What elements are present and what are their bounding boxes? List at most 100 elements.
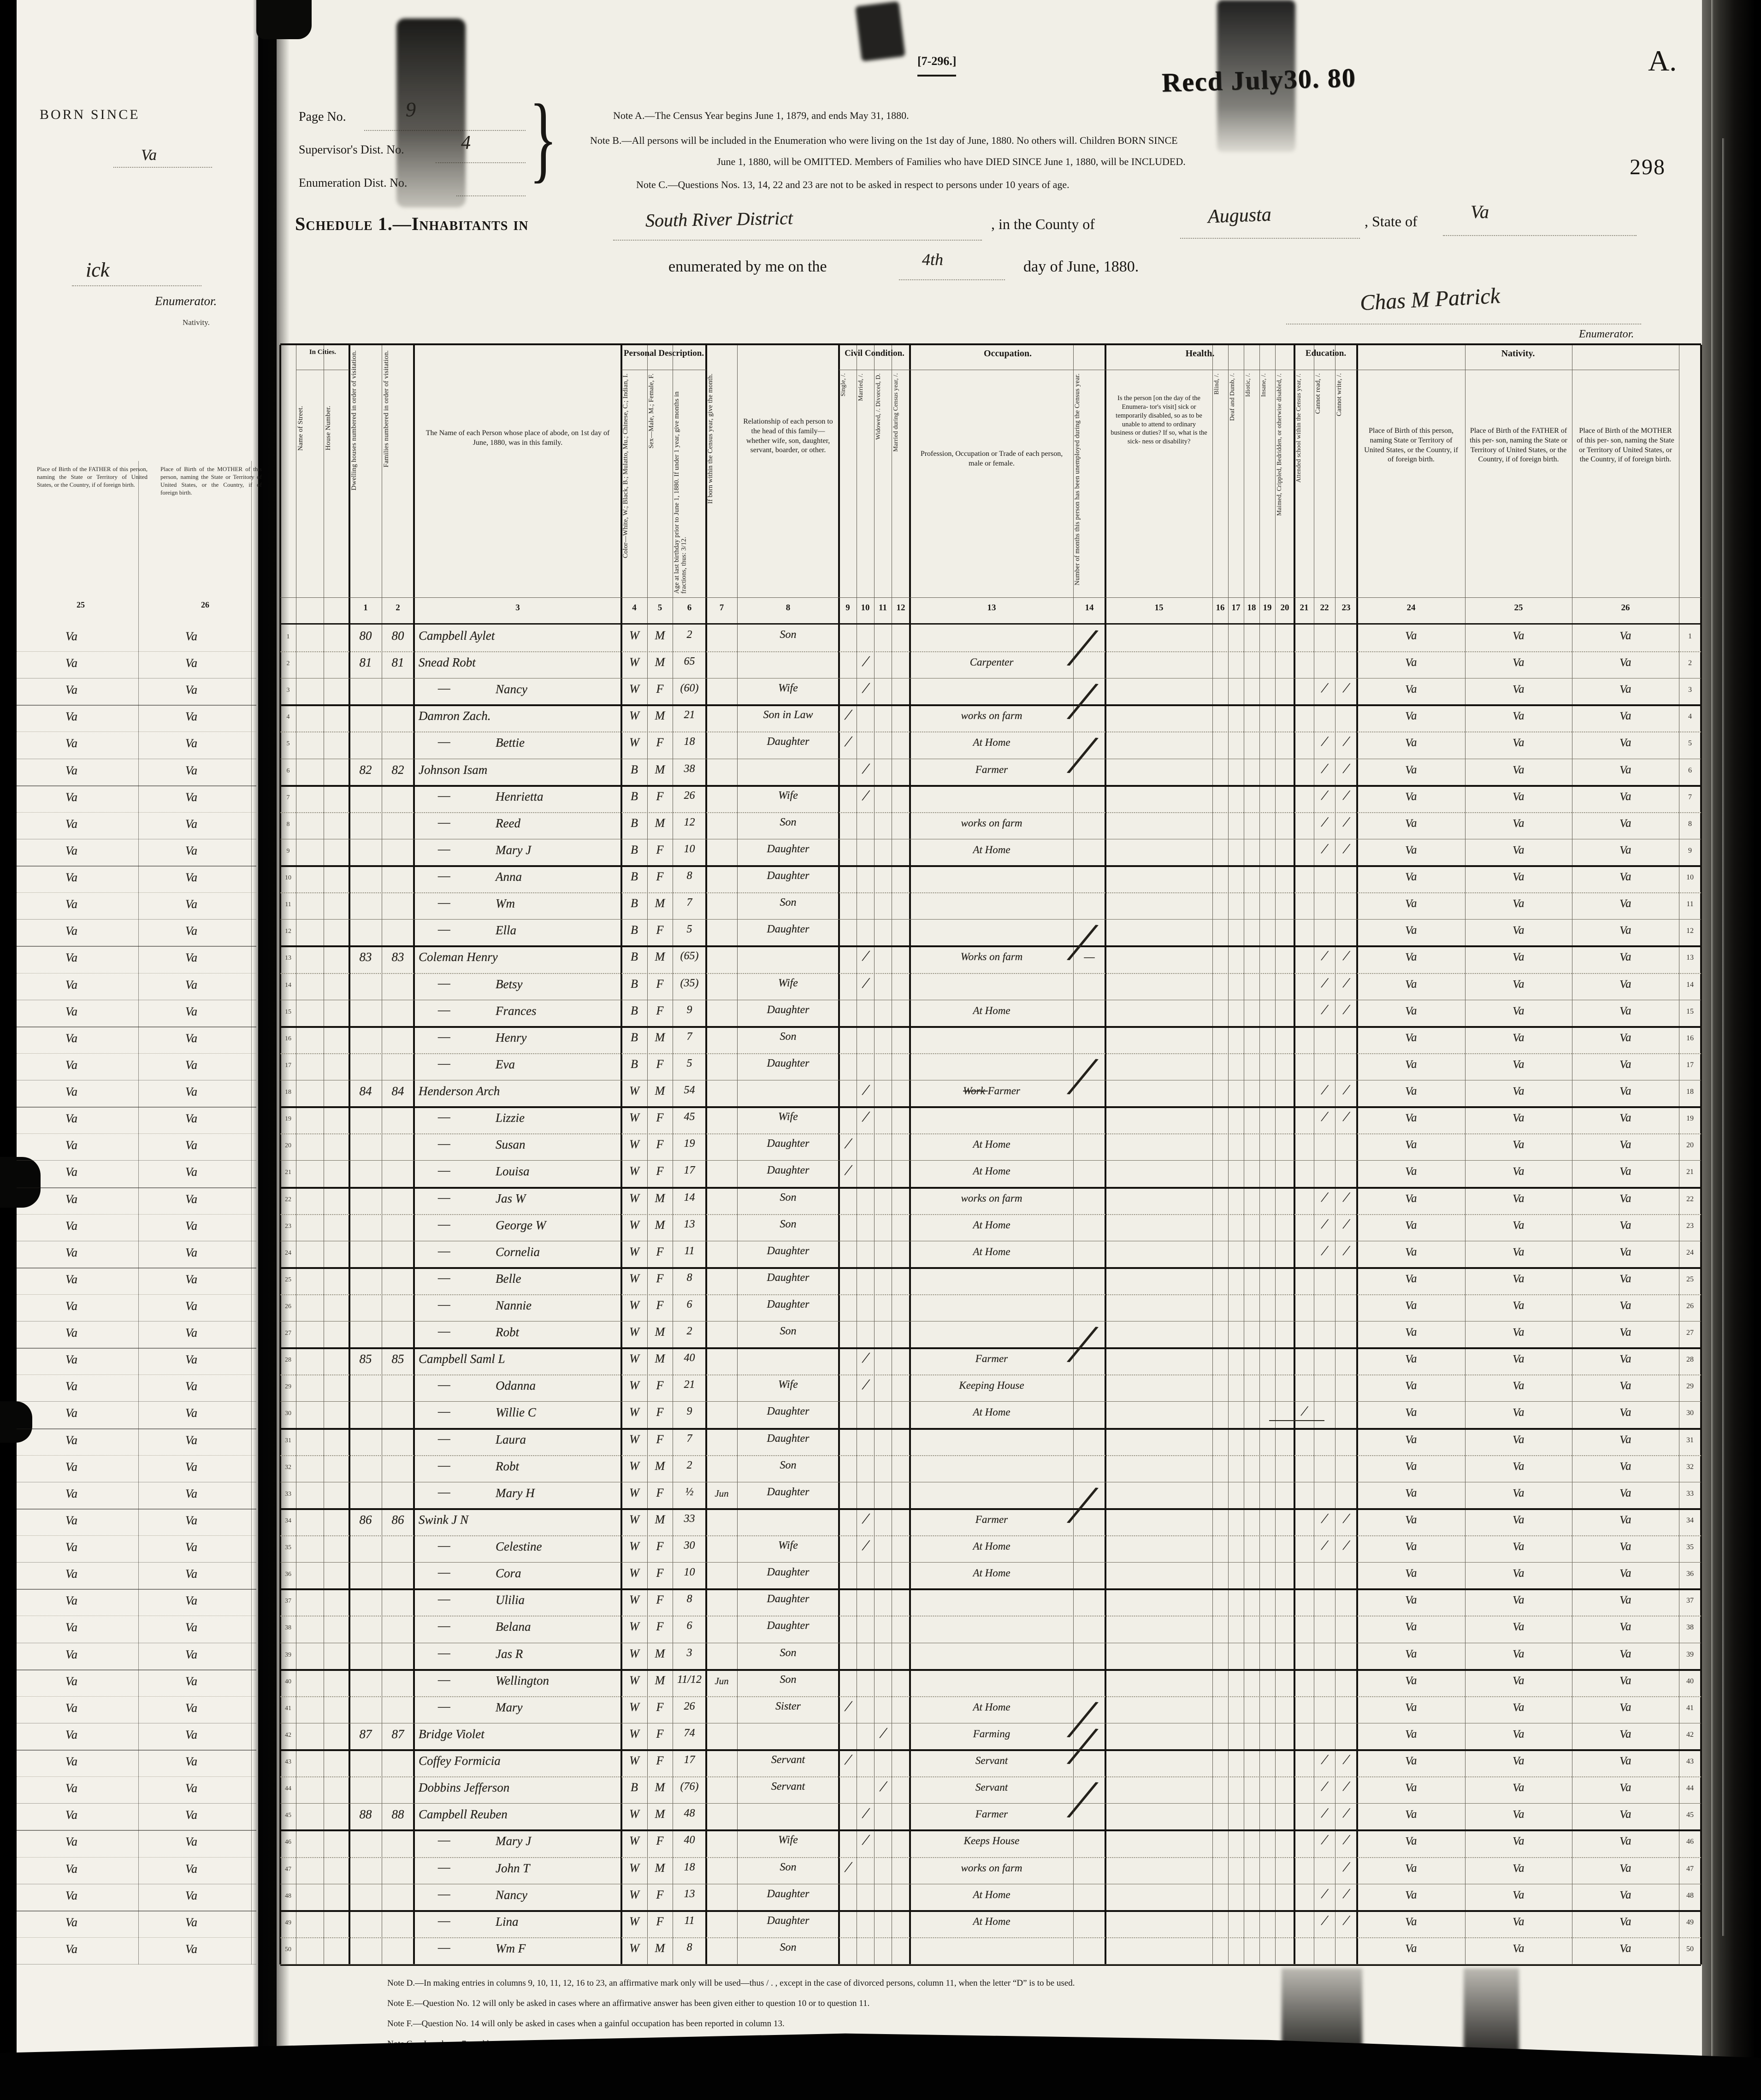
cell-name: Laura <box>496 1432 526 1446</box>
facing-pob-mother: Va <box>185 1728 197 1741</box>
corner-blot <box>256 0 312 39</box>
cell-occupation: Farmer <box>975 1513 1008 1525</box>
col-number-2: 2 <box>396 603 400 613</box>
facing-pob-father: Va <box>65 1406 77 1420</box>
cell-relationship: Daughter <box>767 1298 810 1310</box>
cell-relationship: Son <box>780 1941 797 1953</box>
facing-row-rule <box>17 1160 256 1161</box>
mark-cannot-write: / <box>1342 1082 1350 1098</box>
cell-age: 7 <box>686 1030 692 1043</box>
row-number-left: 13 <box>285 955 291 962</box>
col-header-14: Number of months this person has been un… <box>1074 373 1081 585</box>
cell-sex: F <box>656 1486 664 1499</box>
row-rule-thin <box>280 1160 1701 1161</box>
ditto-dash: — <box>438 1618 450 1634</box>
cell-dwelling-number: 84 <box>359 1084 372 1098</box>
facing-pob-mother: Va <box>185 1781 197 1795</box>
bottom-note-e: Note E.—Question No. 12 will only be ask… <box>387 1999 870 2008</box>
cell-color: W <box>629 655 639 669</box>
cell-relationship: Sister <box>775 1700 801 1712</box>
cell-age: (76) <box>680 1781 699 1793</box>
cell-color: W <box>629 1245 639 1258</box>
ditto-dash: — <box>438 1591 450 1607</box>
row-number-left: 27 <box>285 1330 291 1337</box>
col-number-13: 13 <box>987 603 996 613</box>
cell-color: W <box>629 736 639 749</box>
cell-family-number: 82 <box>391 762 404 777</box>
table-vertical-rule <box>620 345 622 1964</box>
group-label-health: Health. <box>1185 348 1215 359</box>
county-value: Augusta <box>1207 204 1272 228</box>
row-number-right: 19 <box>1686 1115 1694 1123</box>
facing-nativity-label: Nativity. <box>183 318 210 327</box>
facing-pob-father: Va <box>65 1004 77 1018</box>
tape-mark <box>855 1 905 62</box>
facing-pob-father: Va <box>65 1245 77 1259</box>
ditto-dash: — <box>438 1028 450 1044</box>
enumerated-label-2: day of June, 1880. <box>1023 258 1139 275</box>
facing-pob-father: Va <box>65 683 77 697</box>
col-header-2: Families numbered in order of visitation… <box>383 350 390 467</box>
cell-dwelling-number: 87 <box>359 1727 372 1741</box>
cell-family-number: 84 <box>391 1084 404 1098</box>
row-number-left: 5 <box>286 740 290 748</box>
facing-pob-father: Va <box>65 1781 77 1795</box>
cell-relationship: Wife <box>778 1540 798 1552</box>
col-number-17: 17 <box>1231 603 1241 613</box>
cell-relationship: Daughter <box>767 1432 810 1445</box>
mark-attended-school: / <box>1300 1404 1308 1419</box>
cell-sex: M <box>655 762 665 776</box>
facing-pob-father: Va <box>65 1728 77 1741</box>
cell-sex: M <box>655 1030 665 1044</box>
cell-age: 5 <box>686 923 692 936</box>
cell-sex: M <box>655 1781 665 1794</box>
row-number-right: 7 <box>1688 793 1692 801</box>
facing-page-hand-note: Va <box>113 147 212 168</box>
cell-name: Campbell Aylet <box>419 629 495 643</box>
cell-name: Mary J <box>496 1834 532 1848</box>
col-header-16: Blind, /. <box>1213 373 1220 395</box>
row-number-right: 8 <box>1688 820 1692 828</box>
row-rule-thick <box>280 1910 1701 1912</box>
cell-age: 17 <box>684 1164 695 1177</box>
row-number-right: 50 <box>1686 1945 1694 1953</box>
cell-color: B <box>631 1030 638 1044</box>
facing-row-rule <box>17 1053 256 1054</box>
row-rule-thick <box>280 1267 1701 1269</box>
note-b1: Note B.—All persons will be included in … <box>590 135 1178 146</box>
cell-age: 9 <box>686 1405 692 1418</box>
facing-col26-number: 26 <box>201 600 209 609</box>
facing-enumerator-label: Enumerator. <box>155 294 217 308</box>
cell-age: (60) <box>680 682 699 695</box>
facing-pob-mother: Va <box>185 630 197 643</box>
cell-sex: F <box>656 1727 664 1740</box>
cell-age: 14 <box>684 1191 695 1203</box>
cell-name: Dobbins Jefferson <box>419 1781 510 1795</box>
cell-age: 2 <box>686 1459 692 1471</box>
row-number-left: 18 <box>285 1089 291 1096</box>
row-rule-dotted <box>280 812 1701 813</box>
cell-occupation: At Home <box>973 1915 1011 1927</box>
cell-birth-month: Jun <box>715 1675 729 1687</box>
row-number-left: 37 <box>285 1598 291 1605</box>
cell-name: Eva <box>496 1057 515 1071</box>
ditto-dash: — <box>438 1939 450 1955</box>
facing-pob-father: Va <box>65 1353 77 1367</box>
cell-age: 18 <box>684 736 695 748</box>
facing-row-rule <box>17 705 256 706</box>
cell-name: Louisa <box>496 1164 530 1179</box>
row-rule-dotted <box>280 892 1701 894</box>
facing-pob-mother: Va <box>185 737 197 750</box>
cell-name: Bettie <box>496 736 525 750</box>
cell-color: W <box>629 1191 639 1205</box>
facing-pob-father: Va <box>65 710 77 724</box>
state-rule <box>1443 235 1637 236</box>
col-header-3: The Name of each Person whose place of a… <box>425 429 610 447</box>
facing-pob-father: Va <box>65 1862 77 1876</box>
cell-age: 13 <box>684 1218 695 1230</box>
facing-row-rule <box>17 1562 256 1563</box>
cell-occupation: Keeping House <box>959 1380 1024 1392</box>
cell-sex: M <box>655 816 665 830</box>
header-brace: } <box>529 85 557 192</box>
facing-pob-mother: Va <box>185 1004 197 1018</box>
